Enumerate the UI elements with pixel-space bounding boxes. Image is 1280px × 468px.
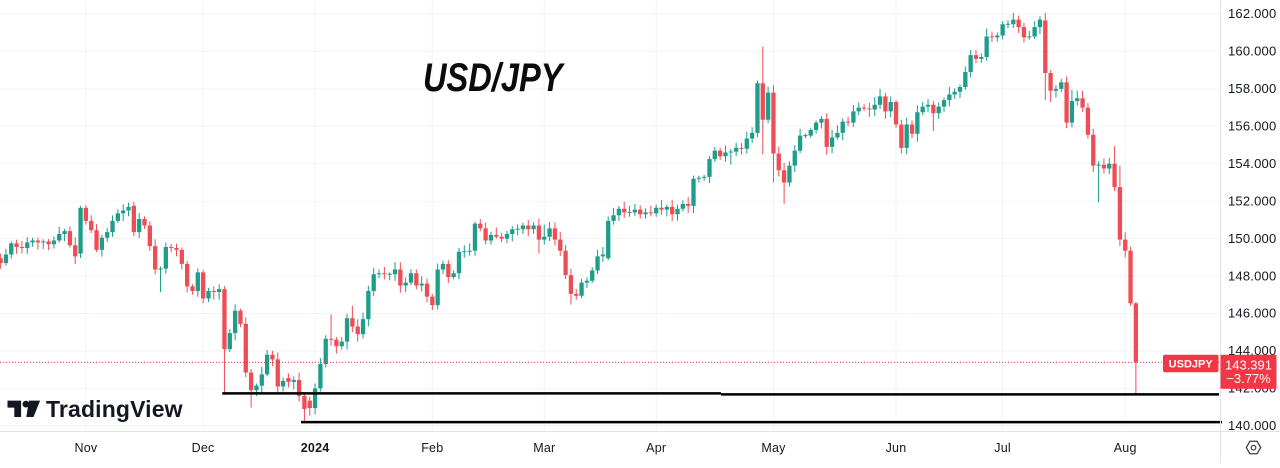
svg-text:150.000: 150.000 (1228, 231, 1276, 246)
svg-text:2024: 2024 (301, 441, 330, 455)
svg-text:Mar: Mar (533, 441, 555, 455)
svg-text:USDJPY: USDJPY (1169, 358, 1214, 370)
svg-text:156.000: 156.000 (1228, 119, 1276, 134)
svg-text:Jun: Jun (886, 441, 907, 455)
svg-text:144.000: 144.000 (1228, 343, 1276, 358)
svg-text:152.000: 152.000 (1228, 193, 1276, 208)
svg-text:158.000: 158.000 (1228, 81, 1276, 96)
svg-text:162.000: 162.000 (1228, 6, 1276, 21)
svg-text:USD/JPY: USD/JPY (423, 55, 566, 100)
svg-text:Nov: Nov (74, 441, 97, 455)
svg-text:148.000: 148.000 (1228, 268, 1276, 283)
svg-text:Apr: Apr (646, 441, 666, 455)
svg-text:Aug: Aug (1114, 441, 1137, 455)
svg-text:Dec: Dec (192, 441, 215, 455)
svg-text:Jul: Jul (994, 441, 1011, 455)
svg-text:143.391: 143.391 (1225, 358, 1272, 373)
svg-text:140.000: 140.000 (1228, 418, 1276, 433)
svg-text:May: May (761, 441, 786, 455)
svg-text:146.000: 146.000 (1228, 306, 1276, 321)
svg-text:160.000: 160.000 (1228, 44, 1276, 59)
svg-text:−3.77%: −3.77% (1226, 371, 1271, 386)
svg-text:TradingView: TradingView (46, 396, 183, 422)
svg-text:Feb: Feb (421, 441, 443, 455)
svg-text:154.000: 154.000 (1228, 156, 1276, 171)
